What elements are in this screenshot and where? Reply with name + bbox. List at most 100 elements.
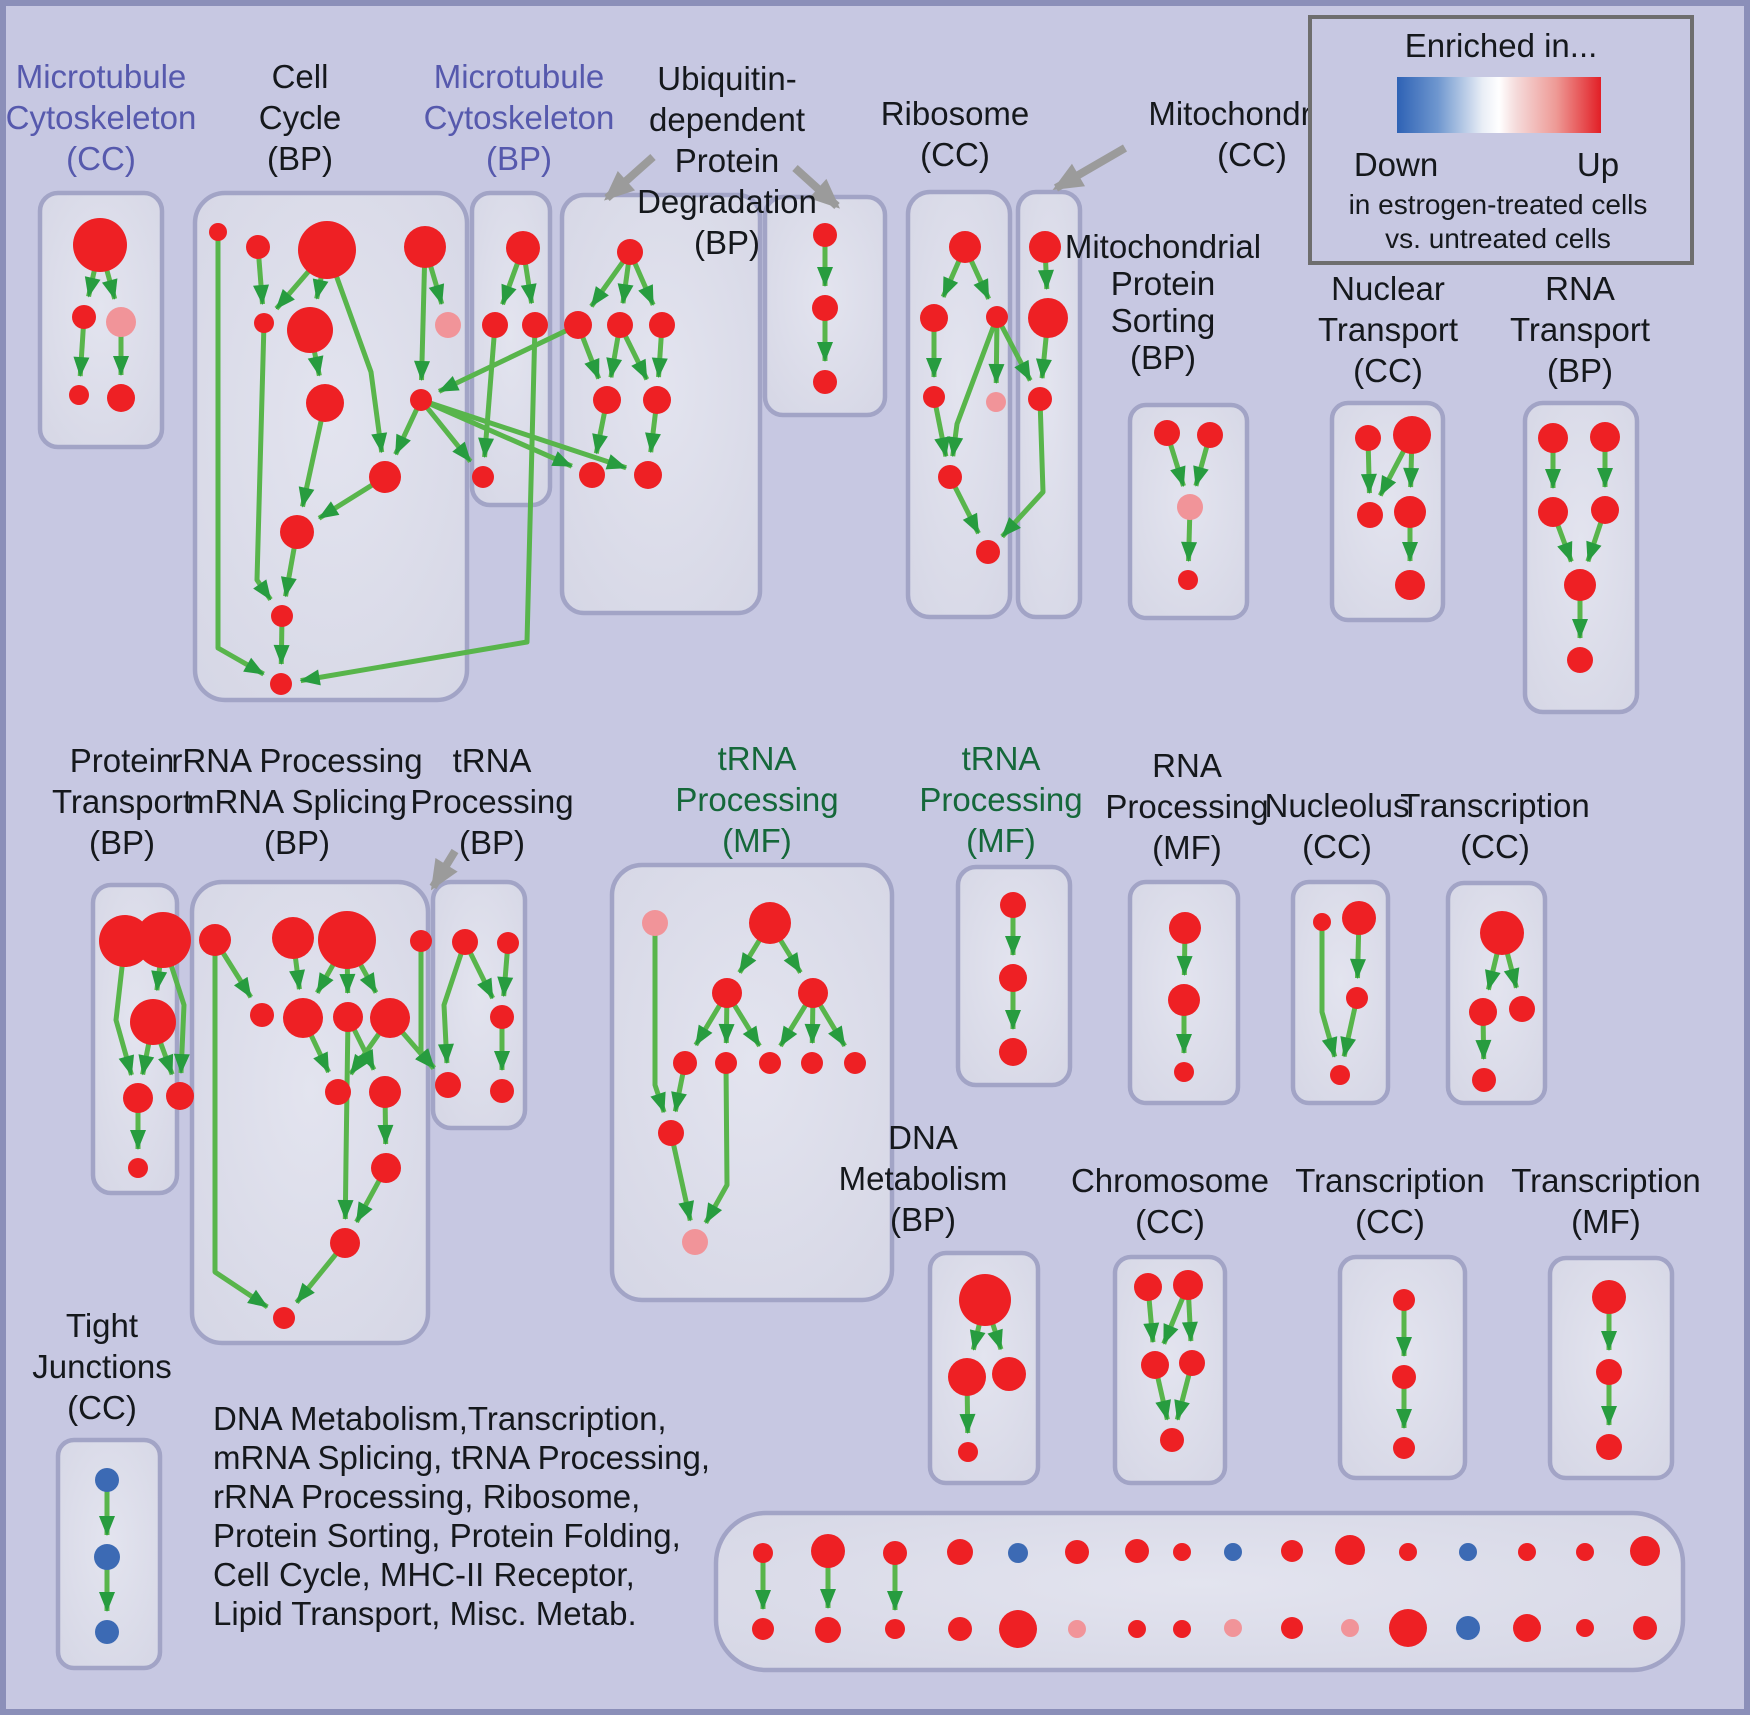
cluster-box-misc-bottom bbox=[713, 1510, 1686, 1673]
gene-node-N3 bbox=[1394, 496, 1426, 528]
gene-node-C9 bbox=[369, 461, 401, 493]
gene-node-R6 bbox=[976, 540, 1000, 564]
gene-node-G3 bbox=[410, 930, 432, 952]
label-trna-mf-1: tRNA Processing (MF) bbox=[675, 740, 838, 859]
gene-node-U6 bbox=[579, 462, 605, 488]
gene-node-bb6 bbox=[1128, 1620, 1146, 1638]
gene-node-T0 bbox=[1538, 423, 1568, 453]
edge-C4-C11 bbox=[253, 322, 273, 601]
gene-node-Y1 bbox=[1469, 998, 1497, 1026]
edge-U1-C8 bbox=[437, 322, 580, 394]
gene-node-bb8 bbox=[1224, 1619, 1242, 1637]
gene-node-bb1 bbox=[815, 1617, 841, 1643]
edge-R2-R4 bbox=[988, 316, 1005, 385]
gene-node-bt0 bbox=[753, 1543, 773, 1563]
gene-node-W0 bbox=[1169, 912, 1201, 944]
gene-node-bt4 bbox=[1008, 1543, 1028, 1563]
cluster-box-nuclear-transport bbox=[1329, 400, 1446, 623]
gene-node-M3 bbox=[472, 466, 494, 488]
edge-P0-P3 bbox=[113, 940, 135, 1076]
gene-node-D2 bbox=[992, 1357, 1026, 1391]
edge-K5-K10 bbox=[703, 1062, 730, 1225]
gene-node-bt2 bbox=[883, 1541, 907, 1565]
gene-node-M0 bbox=[506, 231, 540, 265]
gene-node-G10 bbox=[371, 1153, 401, 1183]
mitochondrion-pointer-arrow-icon bbox=[1052, 144, 1128, 192]
gene-node-L2 bbox=[999, 1038, 1027, 1066]
gene-node-bb4 bbox=[999, 1610, 1037, 1648]
gene-node-E0 bbox=[1134, 1273, 1162, 1301]
gene-node-I0 bbox=[1592, 1280, 1626, 1314]
edge-H0-H3 bbox=[437, 941, 468, 1065]
gene-node-E4 bbox=[1160, 1428, 1184, 1452]
gene-node-C10 bbox=[280, 515, 314, 549]
gene-node-C3 bbox=[404, 226, 446, 268]
gene-node-N4 bbox=[1395, 570, 1425, 600]
gene-node-R2 bbox=[986, 306, 1008, 328]
gene-node-M2 bbox=[522, 312, 548, 338]
gene-node-G8 bbox=[325, 1079, 351, 1105]
gene-node-A3 bbox=[69, 385, 89, 405]
gene-node-N2 bbox=[1357, 502, 1383, 528]
gene-node-D1 bbox=[948, 1358, 986, 1396]
gene-node-T2 bbox=[1538, 497, 1568, 527]
gene-node-T3 bbox=[1591, 496, 1619, 524]
legend-subtitle-2: vs. untreated cells bbox=[1385, 223, 1611, 254]
gene-node-F1 bbox=[1392, 1365, 1416, 1389]
cluster-box-dna-metabolism bbox=[927, 1250, 1041, 1486]
gene-node-R1 bbox=[920, 304, 948, 332]
gene-node-K8 bbox=[844, 1052, 866, 1074]
legend-up-label: Up bbox=[1577, 146, 1619, 183]
gene-node-U3 bbox=[649, 312, 675, 338]
gene-node-bb14 bbox=[1576, 1619, 1594, 1637]
label-microtubule-cc: Microtubule Cytoskeleton (CC) bbox=[6, 58, 197, 177]
gene-node-bt12 bbox=[1459, 1543, 1477, 1561]
gene-node-S1 bbox=[1197, 422, 1223, 448]
legend-subtitle-1: in estrogen-treated cells bbox=[1349, 189, 1648, 220]
gene-node-Y0 bbox=[1480, 911, 1524, 955]
gene-node-R3 bbox=[923, 386, 945, 408]
label-rrna-mrna: rRNA Processing mRNA Splicing (BP) bbox=[171, 742, 422, 861]
gene-node-bb12 bbox=[1456, 1616, 1480, 1640]
gene-node-G2 bbox=[318, 911, 376, 969]
label-nucleolus: Nucleolus (CC) bbox=[1265, 787, 1410, 865]
gene-node-K10 bbox=[682, 1229, 708, 1255]
legend-down-label: Down bbox=[1354, 146, 1438, 183]
gene-node-bb10 bbox=[1341, 1619, 1359, 1637]
gene-node-H3 bbox=[435, 1072, 461, 1098]
label-trna-bp: tRNA Processing (BP) bbox=[410, 742, 573, 861]
gene-node-bt14 bbox=[1576, 1543, 1594, 1561]
gene-node-Y3 bbox=[1472, 1068, 1496, 1092]
gene-node-bb9 bbox=[1281, 1617, 1303, 1639]
label-rna-transport: RNA Transport (BP) bbox=[1510, 270, 1650, 389]
gene-node-N0 bbox=[1355, 425, 1381, 451]
gene-node-T5 bbox=[1567, 647, 1593, 673]
gene-node-H0 bbox=[452, 929, 478, 955]
gene-node-I2 bbox=[1596, 1434, 1622, 1460]
gene-node-bt9 bbox=[1281, 1540, 1303, 1562]
gene-node-K7 bbox=[801, 1052, 823, 1074]
gene-node-G4 bbox=[250, 1003, 274, 1027]
gene-node-C4 bbox=[254, 313, 274, 333]
gene-node-G9 bbox=[369, 1076, 401, 1108]
gene-node-R4 bbox=[986, 392, 1006, 412]
edge-C3-C8 bbox=[414, 246, 431, 382]
gene-node-F0 bbox=[1393, 1289, 1415, 1311]
label-cell-cycle: Cell Cycle (BP) bbox=[259, 58, 342, 177]
gene-node-P3 bbox=[123, 1083, 153, 1113]
gene-node-K3 bbox=[798, 978, 828, 1008]
legend-title: Enriched in... bbox=[1405, 27, 1598, 64]
gene-node-S3 bbox=[1178, 570, 1198, 590]
gene-node-X0 bbox=[1313, 913, 1331, 931]
gene-node-U5 bbox=[643, 386, 671, 414]
gene-node-bt6 bbox=[1125, 1539, 1149, 1563]
gene-node-G12 bbox=[273, 1307, 295, 1329]
gene-node-S2 bbox=[1177, 494, 1203, 520]
gene-node-U1 bbox=[564, 311, 592, 339]
gene-node-bt8 bbox=[1224, 1543, 1242, 1561]
gene-node-bt3 bbox=[947, 1539, 973, 1565]
edge-K0-K9 bbox=[650, 923, 667, 1114]
label-ubiquitin: Ubiquitin-dependent Protein Degradation (BP… bbox=[637, 60, 817, 261]
gene-node-P1 bbox=[135, 912, 191, 968]
label-protein-transport: Protein Transport (BP) bbox=[52, 742, 192, 861]
